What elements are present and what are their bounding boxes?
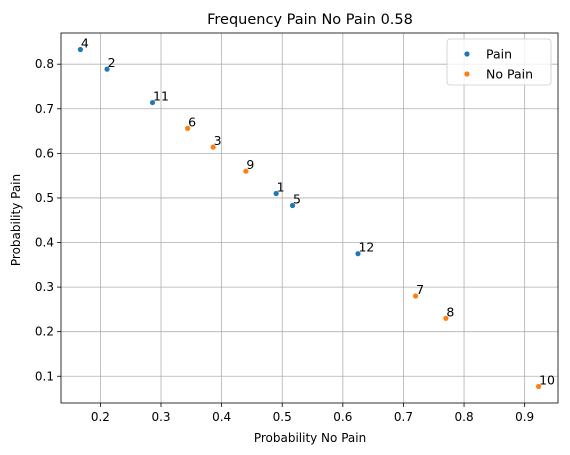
x-tick-label: 0.8: [455, 410, 474, 424]
y-tick-label: 0.2: [35, 325, 54, 339]
legend-marker: [464, 71, 470, 77]
point-label: 11: [153, 89, 169, 104]
data-point: [412, 293, 419, 299]
y-axis-label: Probability Pain: [9, 174, 23, 266]
point-label: 3: [214, 133, 222, 148]
y-tick-label: 0.4: [35, 236, 54, 250]
grid: [61, 33, 558, 403]
x-tick-label: 0.9: [515, 410, 534, 424]
y-tick-label: 0.6: [35, 146, 54, 160]
data-point: [355, 251, 361, 257]
point-label: 9: [246, 157, 254, 172]
legend-marker: [464, 51, 470, 57]
data-point: [536, 383, 542, 390]
x-tick-label: 0.3: [151, 410, 170, 424]
x-axis-label: Probability No Pain: [254, 431, 366, 445]
data-point: [210, 144, 216, 150]
x-tick-label: 0.4: [212, 410, 231, 424]
axes: 0.2 0.3 0.4 0.5 0.6 0.7 0.8 0.9 0.1 0.2 0.3 0.4 0.5 0…: [35, 32, 559, 424]
data-point: [289, 202, 296, 209]
y-tick-label: 0.7: [35, 102, 54, 116]
x-tick-label: 0.6: [333, 410, 352, 424]
y-tick-label: 0.5: [35, 191, 54, 205]
legend-box: [446, 38, 552, 86]
point-label: 5: [293, 192, 301, 207]
y-tick-label: 0.8: [35, 57, 54, 71]
point-label: 12: [358, 240, 374, 255]
data-point: [185, 125, 191, 131]
x-tick-label: 0.2: [91, 410, 110, 424]
legend: Pain No Pain: [446, 38, 552, 86]
chart-title: Frequency Pain No Pain 0.58: [207, 12, 413, 28]
data-point: [149, 99, 156, 106]
point-label: 1: [277, 179, 285, 194]
data-point: [77, 46, 83, 53]
point-label: 6: [188, 114, 196, 129]
data-point: [273, 190, 279, 197]
legend-label: No Pain: [486, 67, 533, 82]
data-point: [104, 66, 110, 72]
point-label: 2: [108, 55, 116, 70]
legend-label: Pain: [486, 47, 512, 62]
y-tick-label: 0.1: [35, 369, 54, 383]
x-tick-label: 0.5: [273, 410, 292, 424]
plot-frame: [60, 32, 559, 404]
data-point: [243, 168, 249, 174]
point-label: 4: [81, 35, 89, 50]
y-tick-label: 0.3: [35, 280, 54, 294]
data-point: [443, 315, 449, 321]
x-tick-label: 0.7: [394, 410, 413, 424]
point-label: 7: [416, 282, 424, 297]
point-label: 10: [539, 373, 555, 388]
point-label: 8: [446, 304, 454, 319]
